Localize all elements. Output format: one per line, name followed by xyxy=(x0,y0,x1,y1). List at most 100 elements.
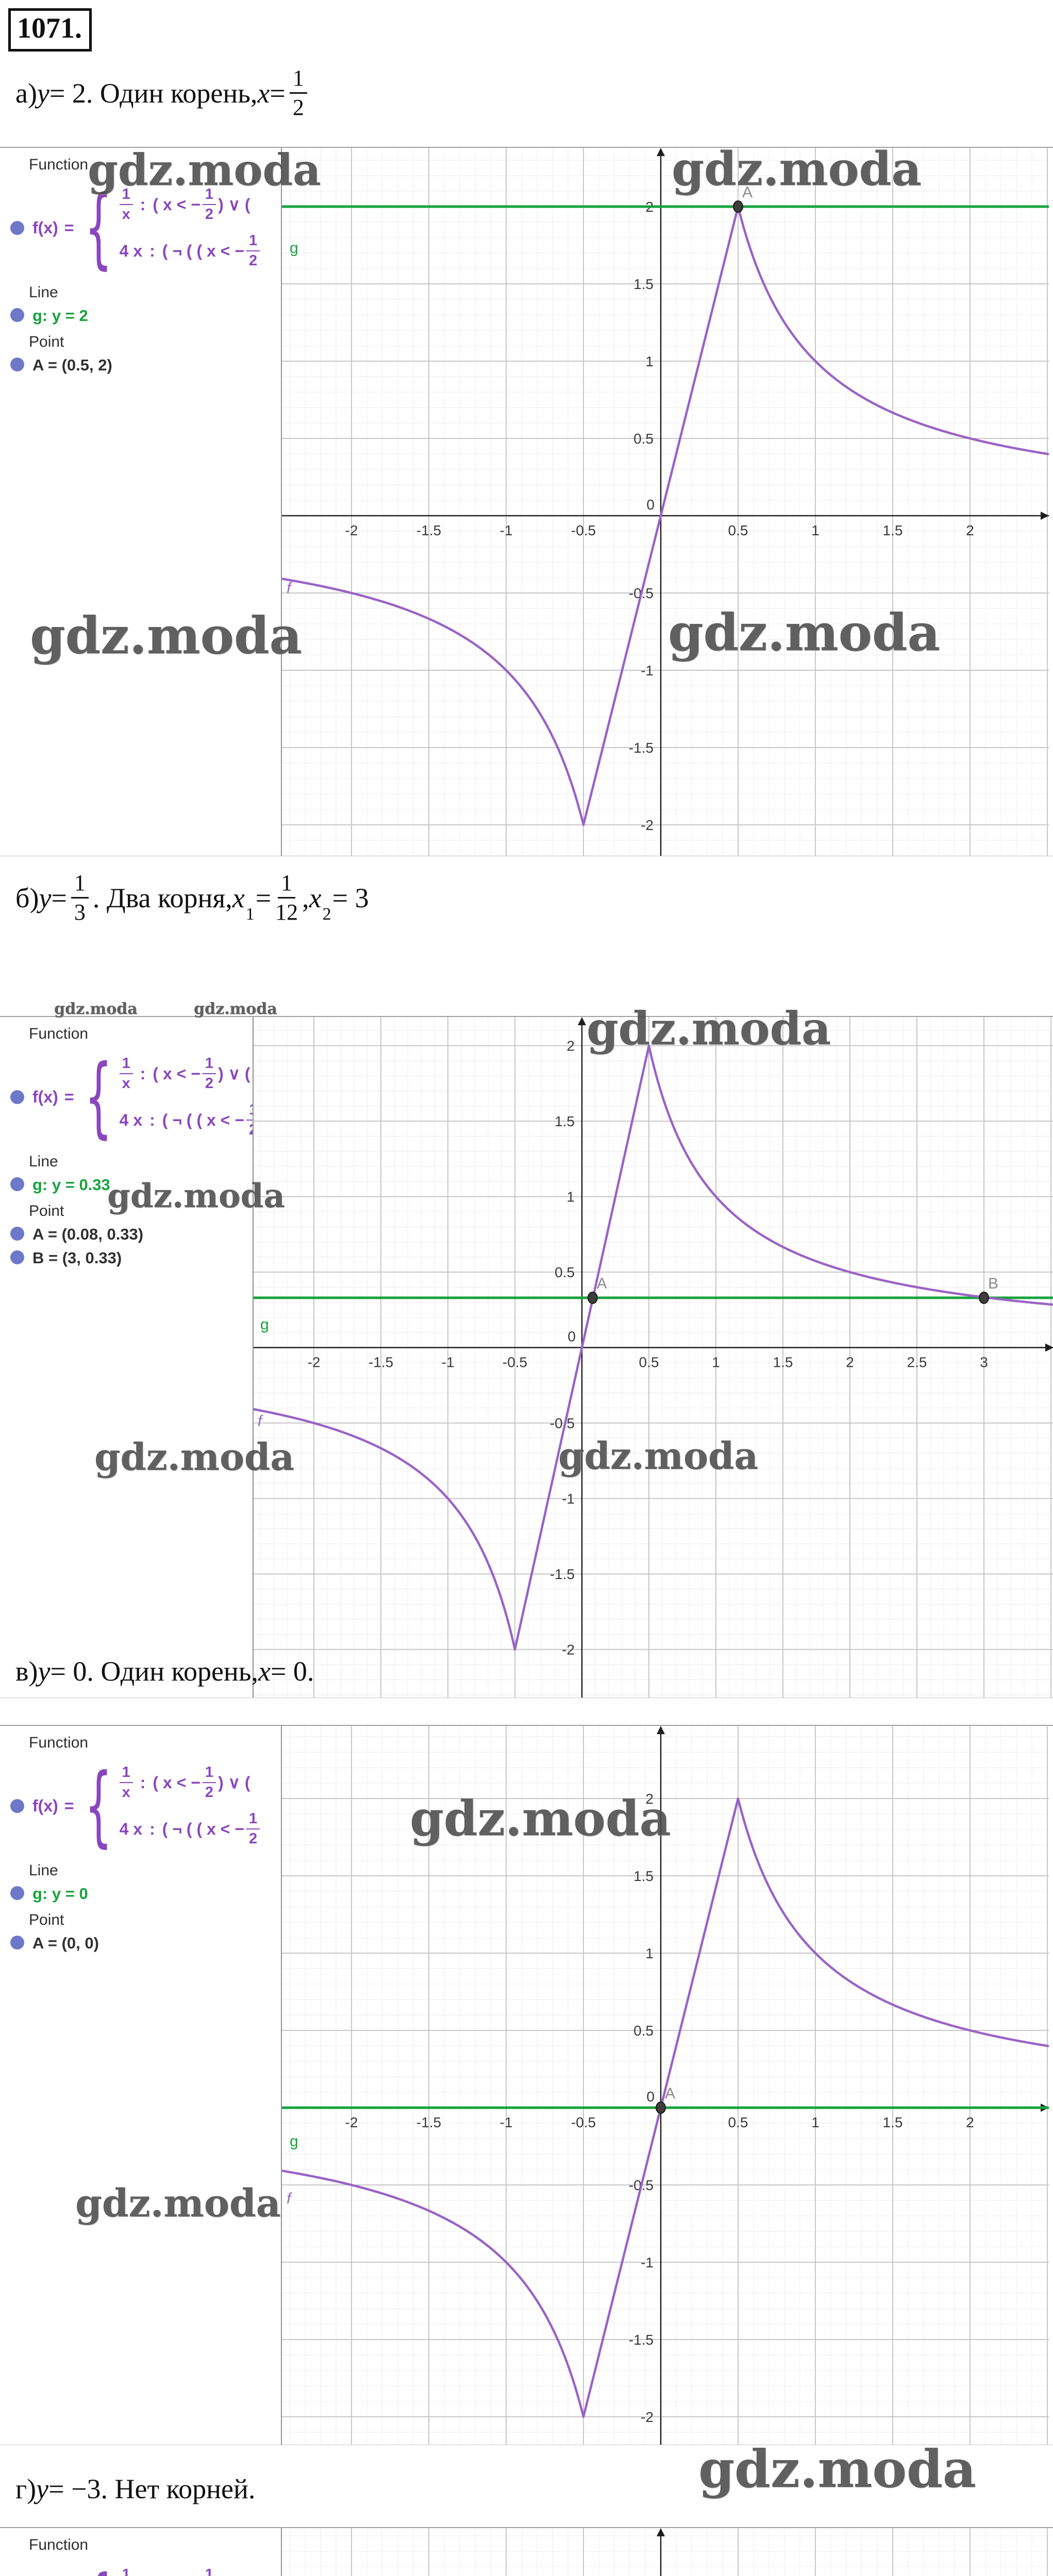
visibility-bullet-icon[interactable] xyxy=(10,1799,24,1813)
category-point: Point xyxy=(29,1202,64,1219)
point-dot[interactable] xyxy=(733,200,743,213)
point-letter-label: A xyxy=(742,184,753,201)
f-curve-label: f xyxy=(258,1413,263,1430)
x-tick-label: 2 xyxy=(846,1354,854,1370)
x-tick-label: -0.5 xyxy=(503,1354,527,1370)
y-tick-label: -1 xyxy=(641,663,654,679)
watermark: gdz.moda xyxy=(194,1000,277,1018)
visibility-bullet-icon[interactable] xyxy=(10,308,24,322)
point-letter-label: A xyxy=(597,1275,607,1292)
x-tick-label: -1.5 xyxy=(416,2114,441,2130)
x-tick-label: 0.5 xyxy=(728,2114,748,2130)
geogebra-panel-g: Function f(x) = { 1x : ( x < − 12 ) ∨ ( xyxy=(0,2527,1053,2576)
x-tick-label: 2.5 xyxy=(907,1354,927,1370)
fx-name: f(x) xyxy=(32,218,58,237)
brace-glyph: { xyxy=(85,2564,112,2576)
visibility-bullet-icon[interactable] xyxy=(10,1936,24,1950)
line-entry: g: y = 0.33 xyxy=(10,1176,253,1194)
g-line-label: g xyxy=(260,1316,269,1333)
y-tick-label: 0.5 xyxy=(633,431,654,447)
graph-g: -2-1.5-1-0.50.511.52-3-2.5-2-1.5-1-0.50.… xyxy=(281,2528,1049,2576)
f-curve xyxy=(254,1044,1053,1651)
y-tick-label: -1.5 xyxy=(629,2332,654,2348)
watermark: gdz.moda xyxy=(94,1435,294,1479)
x-tick-label: 0.5 xyxy=(639,1354,659,1370)
x-tick-label: -2 xyxy=(345,2114,358,2130)
category-line: Line xyxy=(29,284,58,301)
x-tick-label: 1 xyxy=(811,2114,820,2130)
graph-v: -2 -1.5 -1 -0.5 0.5 1 1.5 2-2-1.5-1-0.50.511.52… xyxy=(281,1726,1049,2445)
visibility-bullet-icon[interactable] xyxy=(10,1250,24,1264)
y-tick-label: -0.5 xyxy=(550,1415,575,1431)
category-point: Point xyxy=(29,333,64,350)
category-line: Line xyxy=(29,1153,58,1170)
y-tick-label: 1.5 xyxy=(633,1868,654,1884)
x-tick-label: -1 xyxy=(442,1354,455,1370)
visibility-bullet-icon[interactable] xyxy=(10,1090,24,1104)
x-axis-arrow-icon xyxy=(1045,1343,1053,1352)
x-tick-label: 2 xyxy=(966,522,974,538)
x-tick-label: -0.5 xyxy=(571,522,596,538)
g-line-label: g xyxy=(290,2133,298,2150)
x-axis-arrow-icon xyxy=(1041,512,1049,520)
y-tick-label: 0.5 xyxy=(555,1264,575,1280)
origin-label: 0 xyxy=(646,2089,655,2105)
point-entry: B = (3, 0.33) xyxy=(10,1249,253,1267)
line-entry: g: y = 0 xyxy=(10,1885,281,1903)
point-dot[interactable] xyxy=(587,1291,598,1304)
point-entry: A = (0.08, 0.33) xyxy=(10,1225,253,1244)
x-tick-label: 3 xyxy=(980,1354,988,1370)
origin-label: 0 xyxy=(646,497,655,513)
point-dot[interactable] xyxy=(979,1291,989,1304)
piece-2: 4 x : ( ¬ ( ( x < − 12 xyxy=(120,1103,253,1138)
brace-glyph: { xyxy=(85,176,113,279)
x-tick-label: -1 xyxy=(500,522,513,538)
watermark: gdz.moda xyxy=(587,1002,831,1055)
section-v-header: в) y = 0. Один корень, x = 0. xyxy=(15,1656,314,1687)
watermark: gdz.moda xyxy=(75,2181,281,2226)
function-entry: f(x) = { 1x : ( x < − 12 ) ∨ ( 4 x xyxy=(10,2564,281,2576)
y-tick-label: -2 xyxy=(562,1642,575,1658)
piece-1: 1x : ( x < − 12 ) ∨ ( xyxy=(120,2567,260,2576)
problem-number: 1071. xyxy=(8,8,92,52)
visibility-bullet-icon[interactable] xyxy=(10,1886,24,1900)
point-letter-label: A xyxy=(665,2085,675,2102)
f-curve xyxy=(282,1797,1049,2418)
g-line-label: g xyxy=(290,240,298,257)
category-function: Function xyxy=(29,1025,89,1042)
x-tick-label: 0.5 xyxy=(728,522,748,538)
watermark: gdz.moda xyxy=(558,1434,758,1478)
category-line: Line xyxy=(29,1862,58,1879)
x-tick-label: 1.5 xyxy=(883,522,903,538)
visibility-bullet-icon[interactable] xyxy=(10,221,24,235)
y-tick-label: -1 xyxy=(641,2255,654,2270)
visibility-bullet-icon[interactable] xyxy=(10,358,24,371)
category-function: Function xyxy=(29,1734,89,1751)
line-entry: g: y = 2 xyxy=(10,307,281,325)
visibility-bullet-icon[interactable] xyxy=(10,1177,24,1191)
point-a-coords: A = (0.5, 2) xyxy=(32,356,112,374)
visibility-bullet-icon[interactable] xyxy=(10,1227,24,1241)
x-tick-label: 1.5 xyxy=(883,2114,903,2130)
point-dot[interactable] xyxy=(656,2102,666,2114)
fraction: 1 12 xyxy=(275,870,298,925)
y-tick-label: 2 xyxy=(645,1791,654,1807)
x-tick-label: -0.5 xyxy=(571,2114,596,2130)
graph-a: -2-1.5-1-0.50.511.52-2-1.5-1-0.50.511.52… xyxy=(281,148,1049,856)
y-axis-arrow-icon xyxy=(657,2528,665,2536)
